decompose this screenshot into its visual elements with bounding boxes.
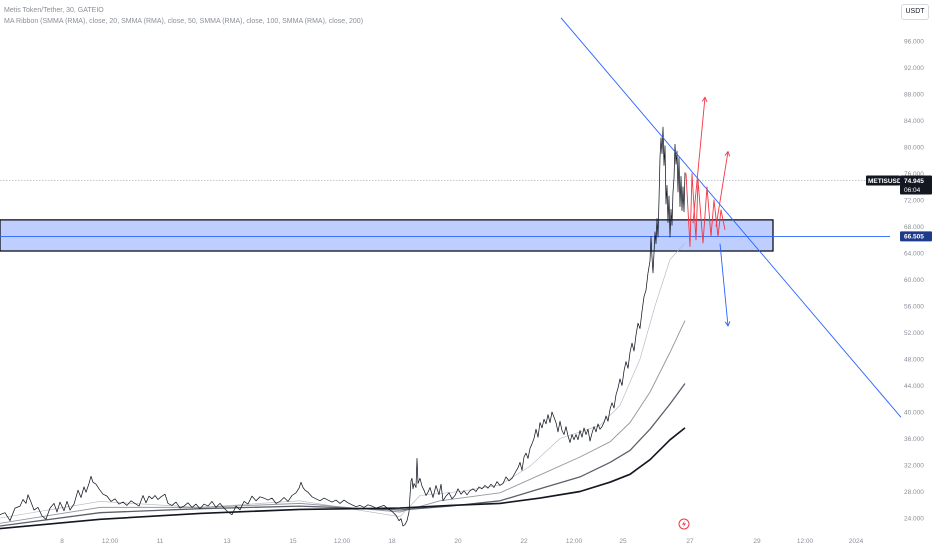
price-tick-label: 64.000 — [904, 250, 924, 257]
price-series-layer — [0, 126, 686, 527]
support-zone-rect — [0, 219, 774, 252]
time-tick-label: 12:00 — [566, 538, 583, 545]
last-price-label-box — [900, 175, 932, 195]
symbol-title: Metis Token/Tether, 30, GATEIO — [4, 7, 104, 14]
price-tick-label: 96.000 — [904, 38, 924, 45]
price-tick-label: 28.000 — [904, 489, 924, 496]
price-series-line — [0, 126, 686, 527]
price-tick-label: 68.000 — [904, 224, 924, 231]
level-label-box — [900, 231, 932, 242]
projection-arrow-head-2 — [724, 321, 731, 327]
time-tick-label: 8 — [60, 538, 64, 545]
time-tick-label: 12:00 — [334, 538, 351, 545]
projection-arrow-up-1 — [715, 151, 729, 227]
price-tick-label: 24.000 — [904, 515, 924, 522]
ma-50-line — [0, 320, 686, 524]
time-tick-label: 18 — [388, 538, 396, 545]
projection-arrow-up-0 — [692, 97, 706, 224]
price-tick-label: 52.000 — [904, 330, 924, 337]
symbol-label: METISUSDT — [868, 178, 906, 185]
projection-arrow-head-1 — [724, 150, 731, 157]
price-tick-label: 60.000 — [904, 277, 924, 284]
flash-icon[interactable] — [678, 518, 690, 530]
price-tick-label: 92.000 — [904, 65, 924, 72]
ma-ribbon-layer — [0, 242, 686, 530]
price-tick-label: 44.000 — [904, 383, 924, 390]
projection-arrow-down-2 — [719, 243, 729, 326]
currency-button[interactable]: USDT — [901, 4, 929, 20]
flash-icon-bolt — [682, 520, 686, 528]
projection-zigzag — [685, 173, 726, 247]
ma-20-line — [0, 242, 686, 519]
price-tick-label: 72.000 — [904, 197, 924, 204]
support-zone-layer — [0, 180, 890, 252]
time-tick-label: 27 — [686, 538, 694, 545]
price-tick-label: 36.000 — [904, 436, 924, 443]
time-axis[interactable]: 8 12:00 11 13 15 12:00 18 20 22 12:00 25 27 29 12:00 2… — [60, 538, 863, 545]
price-tick-label: 32.000 — [904, 462, 924, 469]
flash-icon-ring — [678, 518, 690, 530]
time-tick-label: 12:00 — [797, 538, 814, 545]
price-tick-label: 80.000 — [904, 144, 924, 151]
time-tick-label: 15 — [289, 538, 297, 545]
level-label-value: 66.505 — [904, 234, 924, 241]
last-price-value: 74.945 — [904, 178, 924, 185]
price-tick-label: 88.000 — [904, 91, 924, 98]
price-tick-label: 76.000 — [904, 171, 924, 178]
time-tick-label: 29 — [753, 538, 761, 545]
projection-arrow-head-0 — [701, 96, 708, 103]
time-tick-label: 12:00 — [102, 538, 119, 545]
ma-200-line — [0, 427, 686, 530]
time-tick-label: 22 — [520, 538, 528, 545]
time-tick-label: 2024 — [849, 538, 864, 545]
time-tick-label: 13 — [223, 538, 231, 545]
indicator-legend: MA Ribbon (SMMA (RMA), close, 20, SMMA (… — [4, 18, 364, 25]
price-tick-label: 48.000 — [904, 356, 924, 363]
symbol-label-box — [866, 175, 900, 186]
descending-trendline — [560, 17, 902, 418]
price-axis[interactable]: 96.000 92.000 88.000 84.000 80.000 76.000 72.0… — [904, 38, 924, 522]
price-tick-label: 40.000 — [904, 409, 924, 416]
time-tick-label: 11 — [157, 538, 164, 545]
countdown-value: 06:04 — [904, 187, 921, 194]
ma-100-line — [0, 383, 686, 527]
price-tick-label: 56.000 — [904, 303, 924, 310]
time-tick-label: 25 — [619, 538, 627, 545]
drawings-layer — [560, 17, 902, 418]
price-tick-label: 84.000 — [904, 118, 924, 125]
time-tick-label: 20 — [454, 538, 462, 545]
